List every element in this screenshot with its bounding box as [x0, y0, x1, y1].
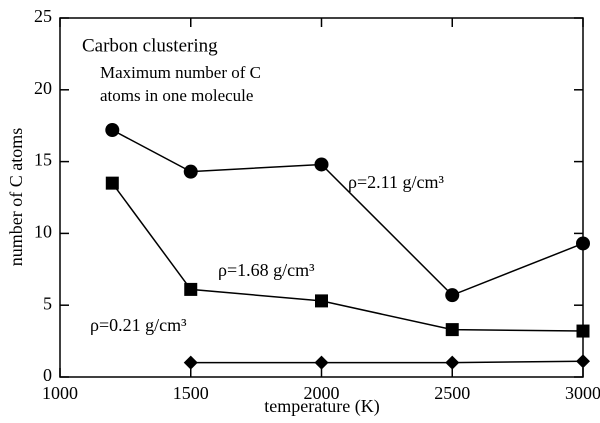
point — [576, 324, 590, 338]
x-tick-label: 3000 — [565, 383, 600, 403]
annotation: Carbon clustering — [82, 35, 218, 56]
y-tick-label: 20 — [34, 78, 52, 98]
y-tick-label: 15 — [34, 150, 52, 170]
y-tick-label: 10 — [34, 222, 52, 242]
series-line — [190, 360, 584, 364]
series-line — [111, 182, 584, 332]
x-tick-label: 1000 — [42, 383, 78, 403]
x-tick-label: 2500 — [434, 383, 470, 403]
point — [445, 355, 460, 370]
series-line — [111, 129, 584, 297]
x-tick-label: 1500 — [173, 383, 209, 403]
point — [183, 355, 198, 370]
y-tick-label: 0 — [43, 365, 52, 385]
y-axis-label: number of C atoms — [6, 128, 26, 266]
x-tick-label: 2000 — [304, 383, 340, 403]
x-axis-label: temperature (K) — [264, 396, 379, 417]
point — [105, 176, 119, 190]
series-label: ρ=2.11 g/cm³ — [348, 172, 444, 192]
annotation: Maximum number of C — [100, 63, 261, 82]
annotation: atoms in one molecule — [100, 86, 253, 105]
point — [314, 355, 329, 370]
point — [183, 164, 198, 179]
y-tick-label: 5 — [43, 293, 52, 313]
series-label: ρ=1.68 g/cm³ — [218, 260, 315, 280]
point — [445, 323, 459, 337]
point — [314, 157, 329, 172]
point — [315, 294, 328, 308]
point — [576, 354, 590, 369]
point — [576, 236, 590, 251]
point — [184, 282, 198, 296]
point — [445, 288, 460, 303]
point — [105, 123, 120, 138]
series-label: ρ=0.21 g/cm³ — [90, 315, 187, 335]
y-tick-label: 25 — [34, 6, 52, 26]
